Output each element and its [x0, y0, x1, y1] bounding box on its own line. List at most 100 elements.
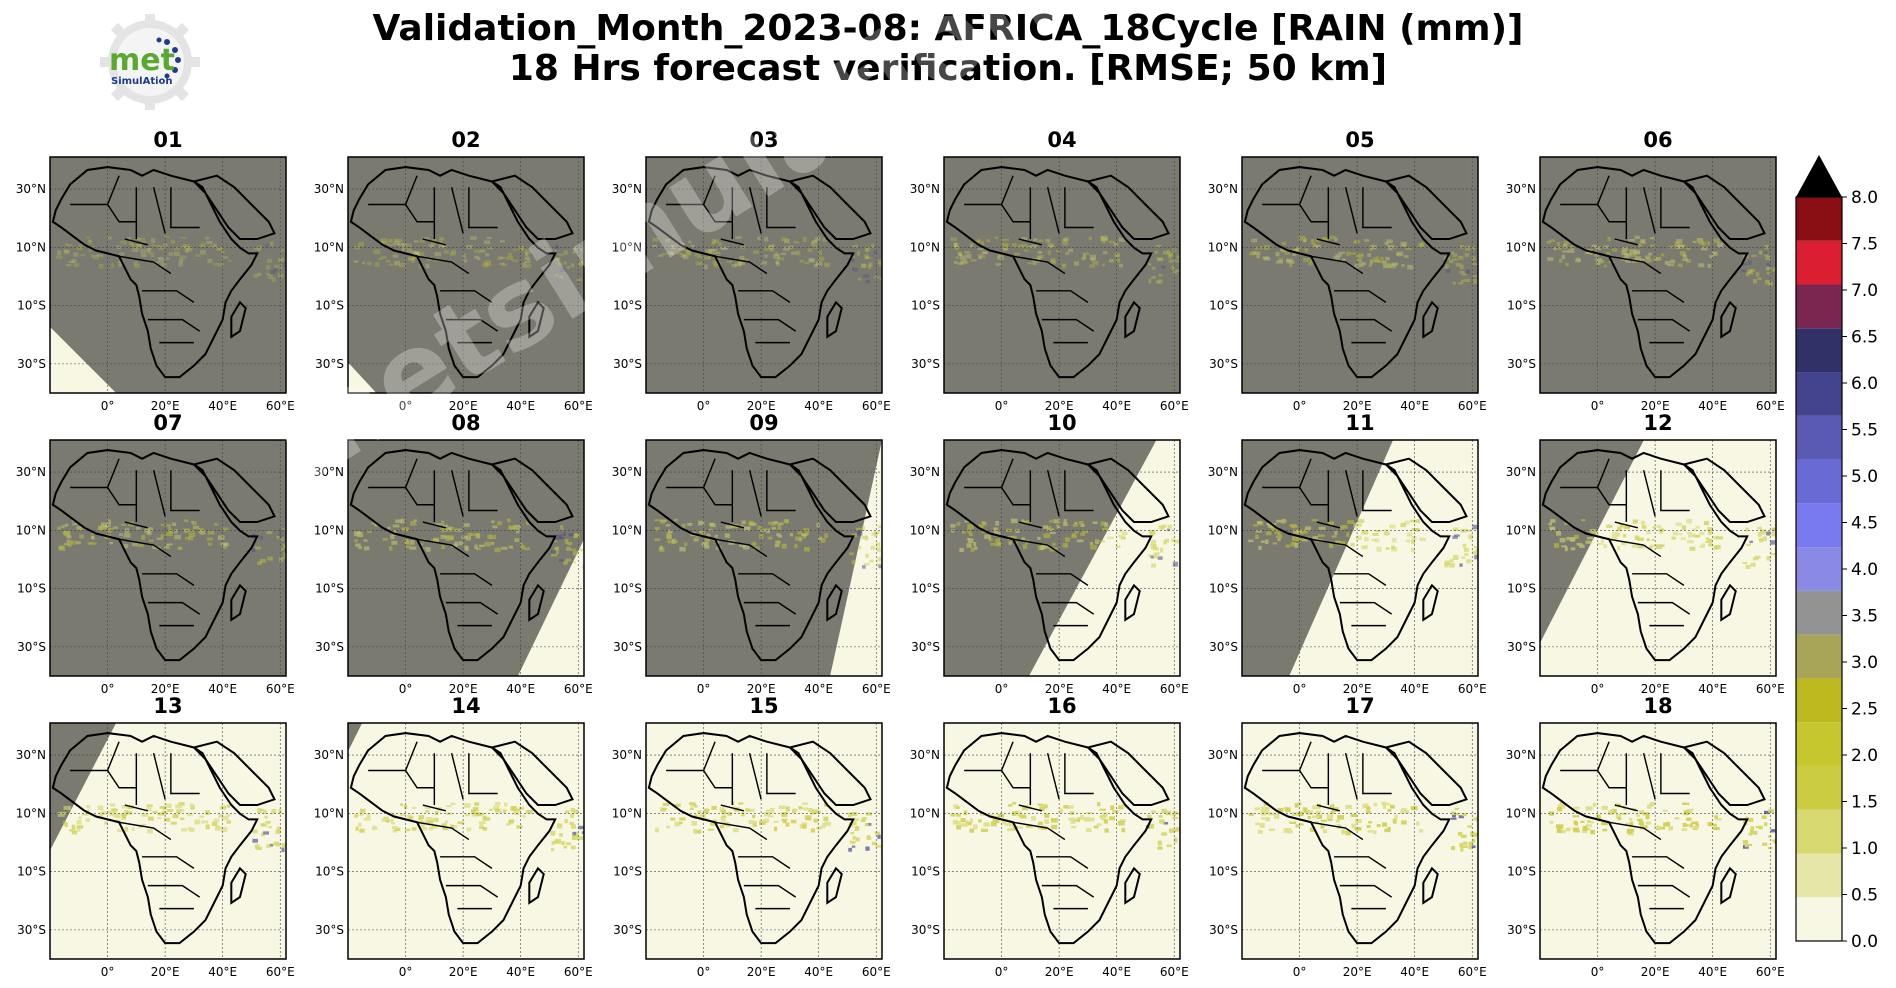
lon-tick-label: 60°E — [564, 965, 593, 979]
lon-tick-label: 20°E — [151, 965, 180, 979]
lat-tick-label: 30°S — [17, 357, 46, 371]
panel-title: 13 — [153, 694, 182, 718]
lat-tick-label: 30°S — [911, 640, 940, 654]
lon-tick-label: 40°E — [208, 965, 237, 979]
lat-tick-label: 10°S — [1209, 299, 1238, 313]
lon-tick-label: 40°E — [506, 965, 535, 979]
lon-tick-label: 60°E — [1160, 399, 1189, 413]
panel-title: 06 — [1643, 128, 1672, 152]
logo-text-main: met — [109, 43, 175, 78]
lat-tick-label: 10°S — [613, 582, 642, 596]
colorbar-segment — [1796, 415, 1842, 460]
lon-tick-label: 40°E — [1400, 682, 1429, 696]
rain-field — [354, 518, 584, 569]
lon-tick-label: 20°E — [1343, 399, 1372, 413]
lon-tick-label: 20°E — [449, 399, 478, 413]
panel-title: 07 — [153, 411, 182, 435]
lon-tick-label: 40°E — [1400, 399, 1429, 413]
lon-tick-label: 20°E — [747, 965, 776, 979]
panel-title: 10 — [1047, 411, 1076, 435]
lat-tick-label: 30°S — [315, 923, 344, 937]
colorbar: 8.0 7.5 7.0 6.5 6.0 5.5 5.0 4.5 4.0 3.5 3.0 2.5 2.0 1… — [1795, 155, 1878, 952]
lat-tick-label: 10°N — [1208, 523, 1238, 537]
lon-tick-label: 60°E — [862, 965, 891, 979]
lon-tick-label: 20°E — [747, 682, 776, 696]
lon-tick-label: 40°E — [804, 682, 833, 696]
lon-tick-label: 40°E — [1698, 399, 1727, 413]
daylight-region — [517, 539, 584, 676]
map-panel-17: 17 30°N 10°N 10°S 30°S 0° 20°E 40°E 60°E — [1208, 694, 1487, 979]
panel-frame — [1539, 156, 1777, 394]
lon-tick-label: 0° — [1293, 399, 1307, 413]
colorbar-segment — [1796, 590, 1842, 635]
lat-tick-label: 10°N — [1208, 240, 1238, 254]
lon-tick-label: 0° — [399, 965, 413, 979]
lat-tick-label: 10°S — [315, 299, 344, 313]
lat-tick-label: 10°N — [612, 523, 642, 537]
lat-tick-label: 30°S — [911, 357, 940, 371]
lon-tick-label: 20°E — [1045, 965, 1074, 979]
panel-frame — [347, 439, 585, 677]
panel-frame — [943, 722, 1181, 960]
lon-tick-label: 20°E — [1045, 682, 1074, 696]
panel-frame — [347, 722, 585, 960]
colorbar-segment — [1796, 547, 1842, 591]
colorbar-tick-label: 7.0 — [1851, 281, 1878, 301]
colorbar-extend-arrow — [1796, 155, 1842, 197]
colorbar-segment — [1796, 328, 1842, 373]
lon-tick-label: 0° — [995, 682, 1009, 696]
map-panel-01: 01 30°N 10°N 10°S 30°S 0° 20°E 40°E 60°E — [16, 128, 295, 413]
lon-tick-label: 0° — [697, 965, 711, 979]
map-background — [1540, 157, 1776, 393]
colorbar-tick-label: 6.0 — [1851, 374, 1878, 394]
daylight-region — [1289, 440, 1478, 676]
lat-tick-label: 10°N — [910, 523, 940, 537]
panel-frame — [49, 722, 287, 960]
lat-tick-label: 10°S — [17, 865, 46, 879]
lat-tick-label: 30°S — [911, 923, 940, 937]
lat-tick-label: 10°S — [613, 865, 642, 879]
map-background — [1540, 723, 1776, 959]
lon-tick-label: 60°E — [266, 965, 295, 979]
lat-tick-label: 30°S — [315, 640, 344, 654]
panel-frame — [645, 156, 883, 394]
lon-tick-label: 0° — [1293, 965, 1307, 979]
panel-title: 08 — [451, 411, 480, 435]
lat-tick-label: 30°S — [1209, 357, 1238, 371]
panel-frame — [1539, 722, 1777, 960]
map-panel-14: 14 30°N 10°N 10°S 30°S 0° 20°E 40°E 60°E — [314, 694, 593, 979]
map-panel-03: 03 30°N 10°N 10°S 30°S 0° 20°E 40°E 60°E — [612, 128, 891, 413]
colorbar-tick-label: 1.0 — [1851, 839, 1878, 859]
map-panel-08: 08 30°N 10°N 10°S 30°S 0° 20°E 40°E 60°E — [314, 411, 593, 696]
figure-title-line2: 18 Hrs forecast verification. [RMSE; 50 … — [508, 48, 1388, 89]
lon-tick-label: 20°E — [151, 399, 180, 413]
lat-tick-label: 10°N — [910, 806, 940, 820]
daylight-region — [348, 362, 377, 393]
panel-frame — [1241, 156, 1479, 394]
lat-tick-label: 10°S — [911, 582, 940, 596]
lon-tick-label: 60°E — [1458, 965, 1487, 979]
colorbar-segment — [1796, 459, 1842, 504]
lat-tick-label: 30°S — [613, 923, 642, 937]
colorbar-segment — [1796, 853, 1842, 898]
logo-text-sub: SimulAtion — [111, 76, 173, 87]
lat-tick-label: 30°N — [1208, 465, 1238, 479]
met-simulation-logo: met SimulAtion — [100, 14, 200, 110]
lat-tick-label: 10°S — [315, 865, 344, 879]
lon-tick-label: 20°E — [449, 682, 478, 696]
daylight-region — [50, 723, 286, 959]
lat-tick-label: 10°N — [910, 240, 940, 254]
lon-tick-label: 40°E — [506, 682, 535, 696]
colorbar-tick-label: 5.5 — [1851, 421, 1878, 441]
colorbar-tick-label: 5.0 — [1851, 467, 1878, 487]
rain-field — [1548, 802, 1776, 850]
lon-tick-label: 40°E — [1698, 682, 1727, 696]
panel-frame — [645, 439, 883, 677]
rain-field — [57, 802, 286, 853]
lon-tick-label: 0° — [995, 965, 1009, 979]
lon-tick-label: 20°E — [1343, 965, 1372, 979]
lat-tick-label: 30°N — [16, 465, 46, 479]
panel-frame — [347, 156, 585, 394]
lon-tick-label: 40°E — [208, 399, 237, 413]
lon-tick-label: 60°E — [1160, 682, 1189, 696]
